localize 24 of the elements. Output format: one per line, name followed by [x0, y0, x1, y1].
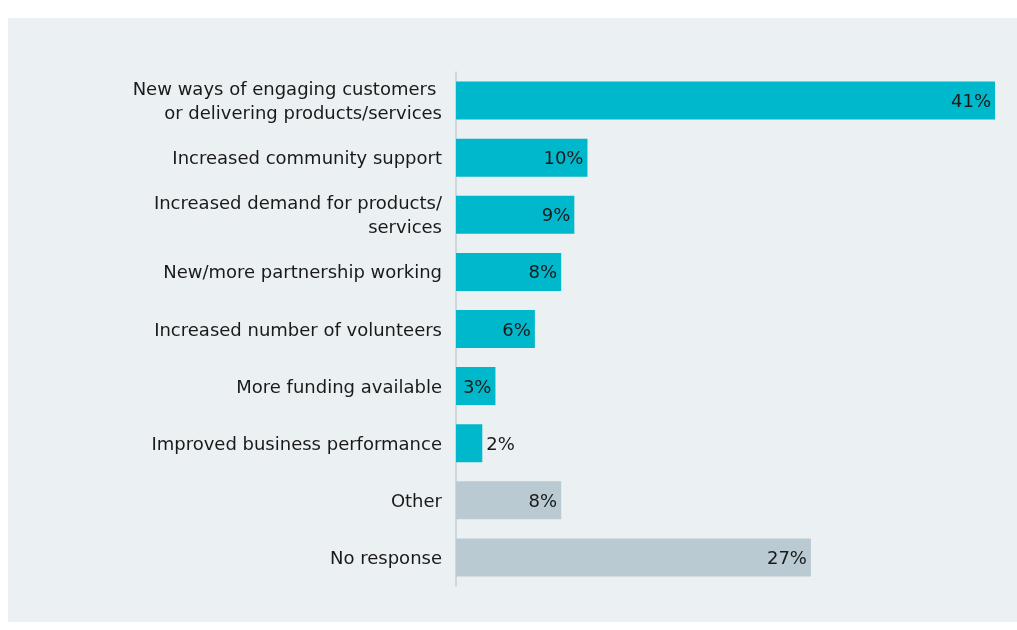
y-tick-label: Improved business performance — [151, 432, 442, 454]
data-label: 2% — [486, 432, 515, 454]
bar — [456, 138, 588, 177]
y-tick-label: New ways of engaging customers or delivering products/services — [132, 78, 442, 124]
data-label: 9% — [541, 204, 571, 226]
data-label: 6% — [502, 318, 531, 340]
y-tick-label: Increased demand for products/services — [153, 192, 443, 238]
y-tick-label: More funding available — [236, 375, 442, 397]
data-label: 41% — [950, 90, 991, 112]
data-label: 8% — [528, 261, 558, 283]
bar — [456, 195, 575, 234]
data-label: 3% — [462, 375, 492, 397]
bar — [456, 310, 535, 348]
bar — [456, 252, 562, 291]
y-tick-label: New/more partnership working — [163, 261, 442, 283]
bar — [456, 81, 995, 120]
data-label: 8% — [528, 489, 558, 511]
y-tick-label: Increased number of volunteers — [154, 318, 442, 340]
y-tick-label: Other — [390, 489, 443, 511]
data-label: 27% — [766, 546, 807, 568]
bar — [456, 424, 483, 463]
y-tick-label: Increased community support — [172, 147, 442, 169]
data-label: 10% — [543, 147, 584, 169]
y-tick-label: No response — [330, 546, 442, 568]
